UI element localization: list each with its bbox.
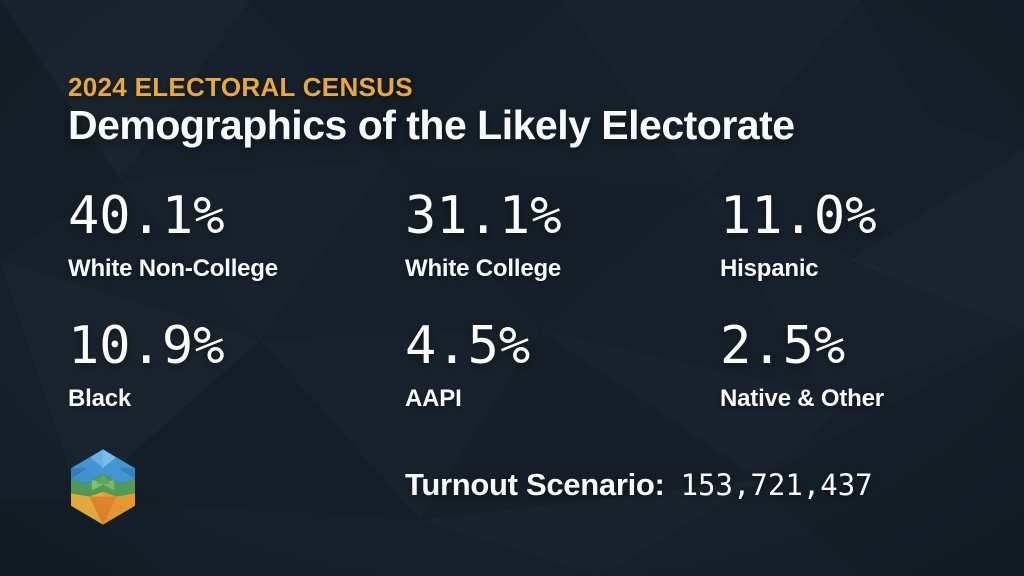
turnout-label: Turnout Scenario: (405, 467, 665, 502)
stat-card-native-other: 2.5% Native & Other (720, 320, 1024, 413)
stat-label: AAPI (405, 385, 462, 412)
stat-label: Hispanic (720, 255, 819, 282)
stat-value: 11.0% (720, 186, 877, 246)
stat-value: 31.1% (405, 186, 562, 246)
stat-label: Black (68, 385, 132, 412)
stat-card-hispanic: 11.0% Hispanic (720, 190, 1024, 283)
faceted-cube-hexagon-logo-icon (71, 449, 135, 525)
eyebrow-heading: 2024 ELECTORAL CENSUS (68, 72, 413, 102)
stat-card-white-college: 31.1% White College (405, 190, 725, 283)
page-title: Demographics of the Likely Electorate (68, 102, 795, 148)
turnout-scenario: Turnout Scenario: 153,721,437 (405, 467, 873, 503)
stat-value: 10.9% (68, 316, 225, 376)
stat-card-aapi: 4.5% AAPI (405, 320, 725, 413)
stat-value: 2.5% (720, 316, 846, 376)
stat-card-white-non-college: 40.1% White Non-College (68, 190, 388, 283)
stat-card-black: 10.9% Black (68, 320, 388, 413)
stat-value: 40.1% (68, 186, 225, 246)
stat-label: White Non-College (68, 255, 278, 282)
stat-label: Native & Other (720, 385, 884, 412)
stat-label: White College (405, 255, 562, 282)
turnout-value: 153,721,437 (680, 468, 873, 502)
stat-value: 4.5% (405, 316, 531, 376)
